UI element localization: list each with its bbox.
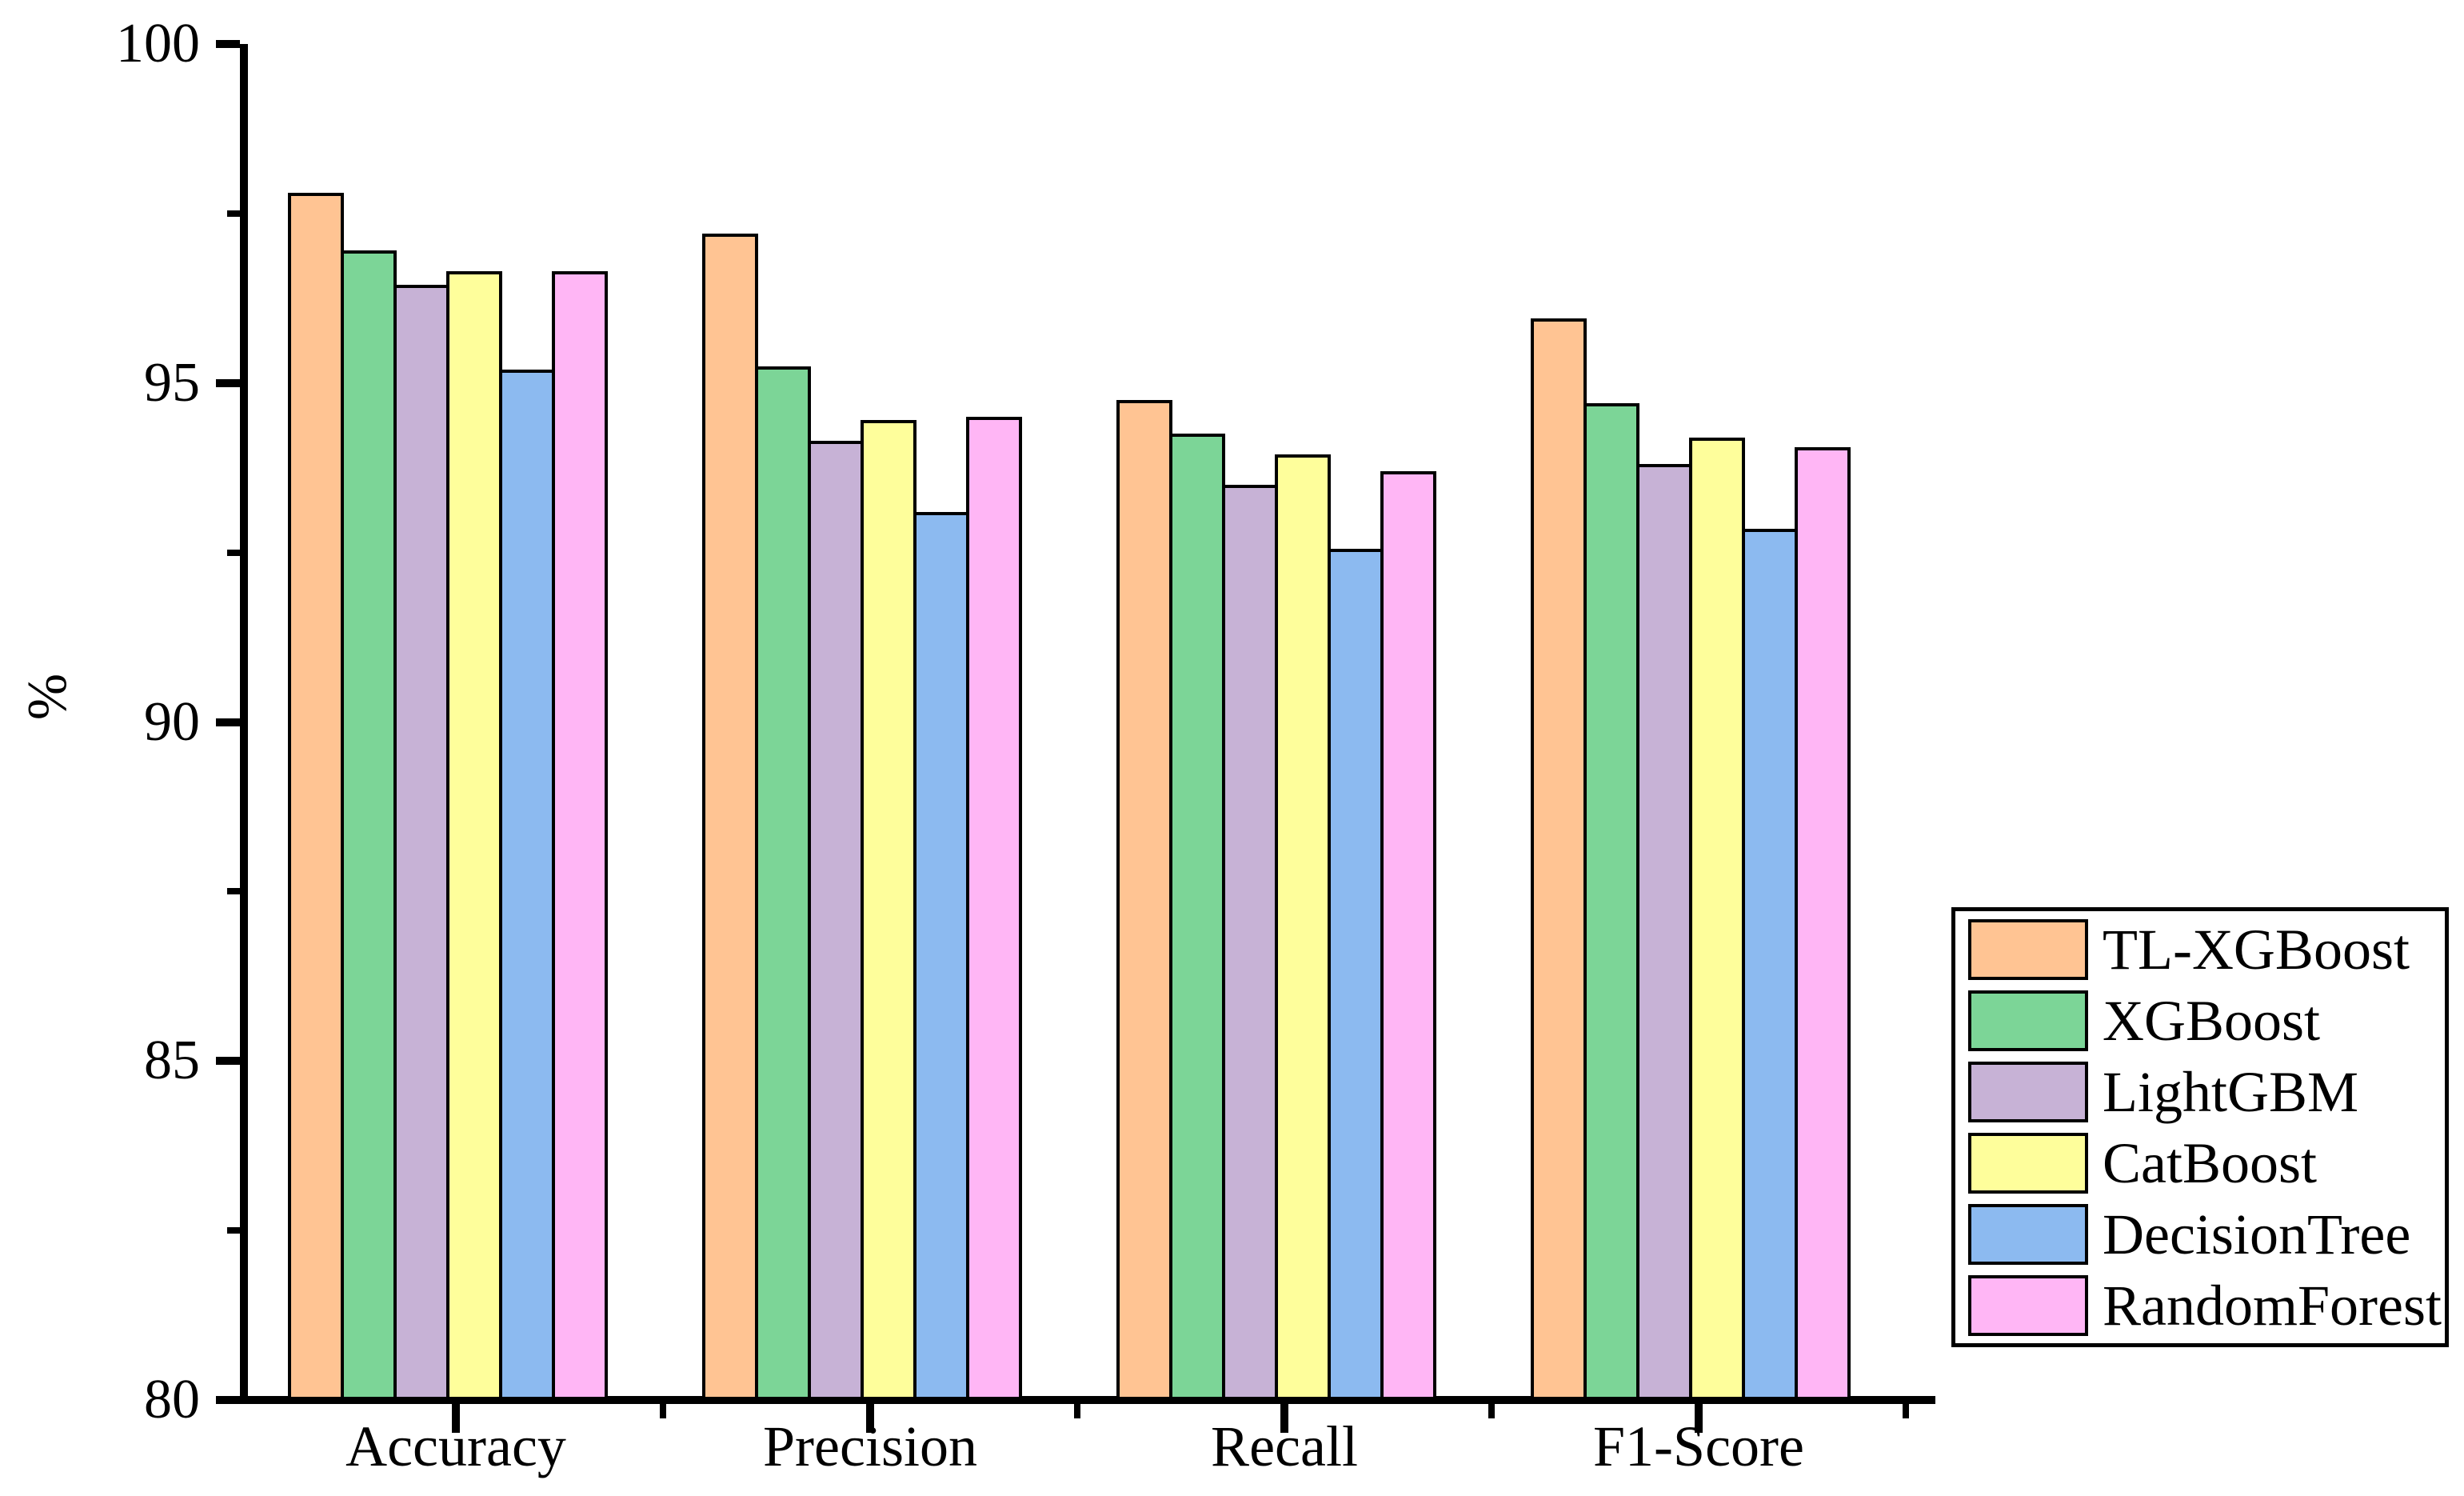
bar-group-accuracy (288, 193, 608, 1400)
bar-tl-xgboost-accuracy (288, 193, 344, 1400)
x-major-tick (1280, 1404, 1288, 1433)
bar-group-precision (702, 234, 1022, 1400)
x-minor-tick (1074, 1404, 1080, 1418)
y-tick-label: 85 (144, 1030, 200, 1092)
bar-randomforest-precision (966, 417, 1022, 1400)
category-label: Accuracy (345, 1414, 566, 1478)
legend-swatch-tl-xgboost (1968, 918, 2088, 980)
legend-label: XGBoost (2103, 988, 2321, 1053)
legend-swatch-randomforest (1968, 1274, 2088, 1336)
y-major-tick (216, 1396, 240, 1404)
y-tick-label: 95 (144, 351, 200, 414)
x-minor-tick (1488, 1404, 1495, 1418)
bar-xgboost-accuracy (341, 250, 397, 1400)
bar-randomforest-f1-score (1795, 447, 1851, 1400)
bar-randomforest-accuracy (552, 271, 608, 1400)
y-minor-tick (227, 1227, 240, 1234)
category-label: Recall (1211, 1414, 1358, 1478)
bar-randomforest-recall (1380, 471, 1436, 1400)
legend-item-lightgbm: LightGBM (1968, 1059, 2445, 1124)
bar-catboost-recall (1275, 454, 1331, 1400)
bar-group-recall (1116, 400, 1436, 1400)
y-major-tick (216, 378, 240, 387)
y-tick-label: 80 (144, 1369, 200, 1430)
bar-tl-xgboost-f1-score (1531, 318, 1587, 1400)
y-tick-label: 100 (116, 13, 200, 74)
bar-decisiontree-precision (913, 512, 969, 1400)
bar-xgboost-f1-score (1583, 403, 1639, 1400)
legend-item-randomforest: RandomForest (1968, 1273, 2445, 1338)
legend-item-catboost: CatBoost (1968, 1130, 2445, 1195)
bar-catboost-precision (861, 420, 917, 1400)
x-major-tick (1695, 1404, 1703, 1433)
category-label: F1-Score (1593, 1414, 1804, 1478)
bar-xgboost-recall (1169, 434, 1225, 1400)
bar-catboost-f1-score (1689, 438, 1745, 1400)
y-minor-tick (227, 210, 240, 217)
legend-label: CatBoost (2103, 1130, 2318, 1195)
y-minor-tick (227, 549, 240, 556)
bar-lightgbm-recall (1222, 485, 1278, 1400)
x-axis-spine (240, 1396, 1935, 1404)
legend-item-decisiontree: DecisionTree (1968, 1202, 2445, 1266)
legend-label: DecisionTree (2103, 1202, 2411, 1266)
y-tick-label: 90 (144, 690, 200, 753)
bar-decisiontree-f1-score (1742, 529, 1798, 1400)
bar-lightgbm-precision (808, 441, 864, 1400)
bar-decisiontree-recall (1328, 549, 1384, 1400)
bar-tl-xgboost-precision (702, 234, 758, 1400)
x-minor-tick (660, 1404, 666, 1418)
legend-swatch-catboost (1968, 1132, 2088, 1194)
legend: TL-XGBoost XGBoost LightGBM CatBoost Decisio… (1951, 907, 2449, 1347)
bar-tl-xgboost-recall (1116, 400, 1172, 1400)
bar-xgboost-precision (755, 366, 811, 1400)
bar-decisiontree-accuracy (499, 370, 555, 1400)
x-major-tick (866, 1404, 874, 1433)
x-major-tick (452, 1404, 460, 1433)
y-major-tick (216, 40, 240, 48)
y-major-tick (216, 1057, 240, 1066)
y-minor-tick (227, 888, 240, 895)
category-label: Precision (763, 1414, 977, 1478)
legend-label: RandomForest (2103, 1273, 2442, 1338)
legend-swatch-decisiontree (1968, 1203, 2088, 1265)
y-major-tick (216, 718, 240, 726)
legend-swatch-xgboost (1968, 990, 2088, 1051)
legend-swatch-lightgbm (1968, 1061, 2088, 1122)
bar-group-f1-score (1531, 318, 1851, 1400)
legend-item-tl-xgboost: TL-XGBoost (1968, 917, 2445, 982)
bar-catboost-accuracy (446, 271, 502, 1400)
bar-lightgbm-f1-score (1636, 464, 1692, 1400)
y-axis-spine (240, 44, 248, 1404)
legend-item-xgboost: XGBoost (1968, 990, 2445, 1051)
legend-label: LightGBM (2103, 1059, 2359, 1124)
x-minor-tick (1903, 1404, 1909, 1418)
legend-label: TL-XGBoost (2103, 917, 2410, 982)
bar-lightgbm-accuracy (393, 285, 449, 1400)
